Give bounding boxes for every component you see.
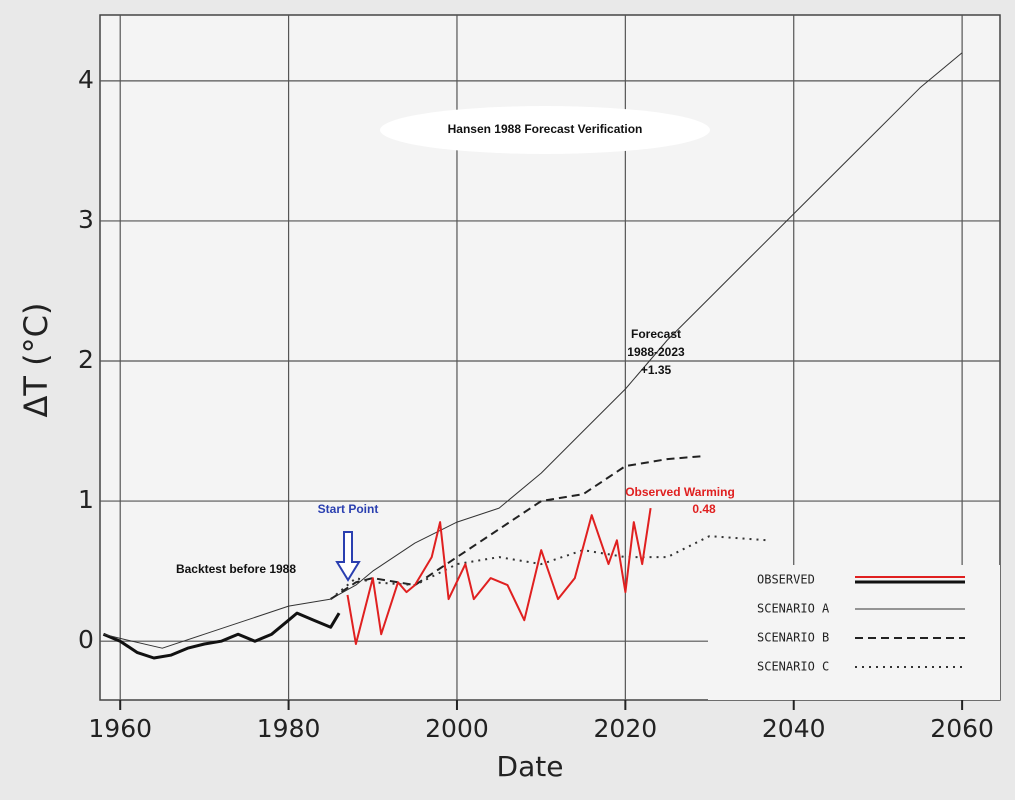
legend-label: SCENARIO A bbox=[757, 602, 830, 616]
x-tick-label: 2020 bbox=[594, 714, 658, 743]
x-tick-label: 2060 bbox=[930, 714, 994, 743]
legend-label: OBSERVED bbox=[757, 573, 815, 587]
annotation: Start Point bbox=[318, 502, 379, 516]
x-tick-label: 2000 bbox=[425, 714, 489, 743]
lines bbox=[102, 52, 963, 660]
chart-title: Hansen 1988 Forecast Verification bbox=[448, 122, 643, 136]
y-tick-label: 3 bbox=[78, 205, 94, 234]
series-line bbox=[103, 52, 963, 649]
series-line bbox=[330, 455, 702, 600]
legend-box bbox=[708, 565, 1000, 700]
start-arrow bbox=[335, 531, 361, 582]
series-label: Observed Warming bbox=[625, 485, 735, 499]
legend-label: SCENARIO C bbox=[757, 660, 829, 674]
y-tick-label: 4 bbox=[78, 65, 94, 94]
x-tick-label: 1960 bbox=[88, 714, 152, 743]
annotation: 1988-2023 bbox=[627, 345, 685, 359]
annotation: 0.48 bbox=[692, 502, 716, 516]
legend-label: SCENARIO B bbox=[757, 631, 829, 645]
title-box bbox=[380, 106, 710, 154]
annotation: +1.35 bbox=[641, 363, 672, 377]
y-tick-label: 0 bbox=[78, 625, 94, 654]
x-tick-label: 1980 bbox=[257, 714, 321, 743]
legend: OBSERVED SCENARIO A SCENARIO B SCENARIO C bbox=[757, 573, 965, 674]
series-line bbox=[330, 535, 769, 600]
x-tick-label: 2040 bbox=[762, 714, 826, 743]
y-tick-label: 1 bbox=[78, 485, 94, 514]
y-tick-label: 2 bbox=[78, 345, 94, 374]
annotation: Backtest before 1988 bbox=[176, 562, 296, 576]
series-line bbox=[346, 507, 652, 645]
x-axis-label: Date bbox=[497, 750, 564, 783]
annotation: Forecast bbox=[631, 327, 681, 341]
series-line bbox=[102, 611, 341, 660]
y-axis-label: ΔT (°C) bbox=[17, 303, 55, 418]
